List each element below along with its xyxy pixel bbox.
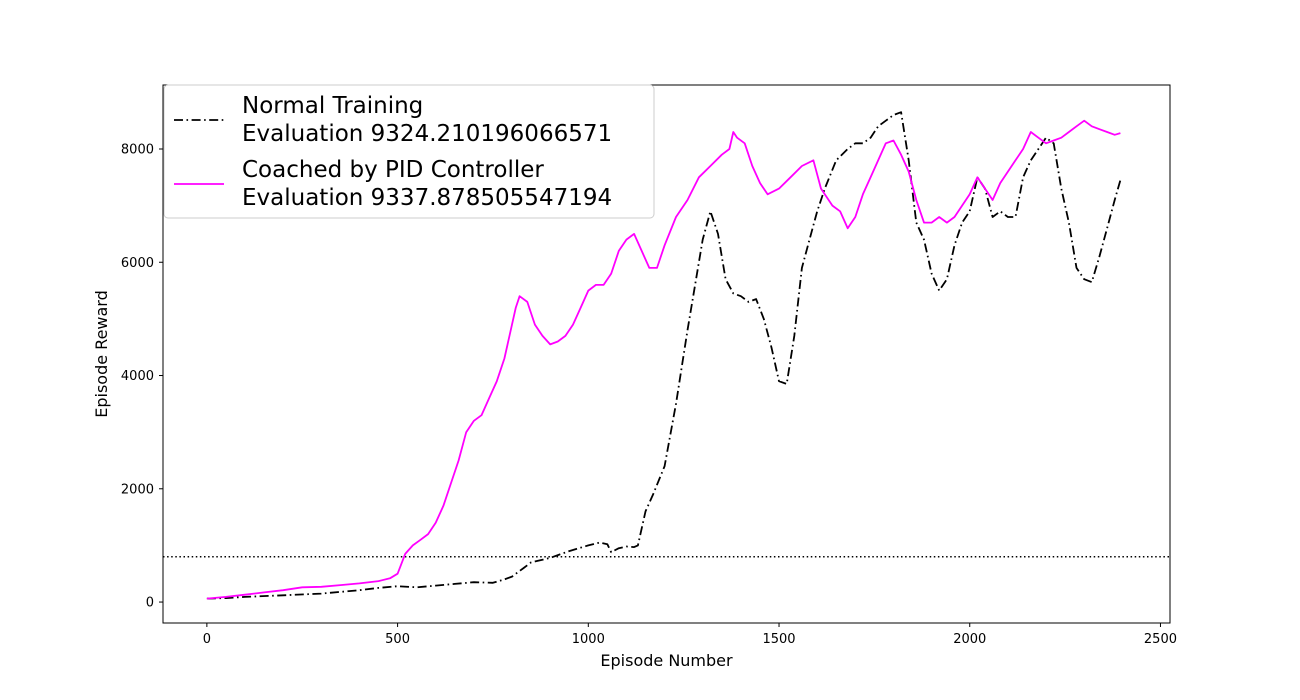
y-tick-label: 4000	[121, 369, 154, 384]
x-tick-label: 500	[385, 632, 410, 647]
x-tick-label: 2500	[1144, 632, 1177, 647]
series-line-2	[206, 119, 1121, 600]
y-tick-label: 2000	[121, 482, 154, 497]
legend: Normal Training Evaluation 9324.210196066…	[163, 84, 655, 219]
x-tick-label: 2000	[953, 632, 986, 647]
x-tick-label: 1000	[572, 632, 605, 647]
x-axis: 0 500 1000 1500 2000 2500	[203, 623, 1177, 647]
series-line-1	[206, 111, 1122, 600]
series-layer	[163, 111, 1170, 600]
x-tick-label: 0	[203, 632, 211, 647]
y-tick-label: 0	[146, 596, 154, 611]
x-tick-label: 1500	[762, 632, 795, 647]
legend-box	[163, 84, 655, 219]
x-axis-label: Episode Number	[600, 651, 733, 670]
y-axis: 0 2000 4000 6000 8000	[121, 142, 163, 611]
y-tick-label: 6000	[121, 256, 154, 271]
legend-label-2: Coached by PID Controller Evaluation 9337…	[242, 157, 612, 211]
y-axis-label: Episode Reward	[92, 290, 111, 418]
legend-label-1: Normal Training Evaluation 9324.210196066…	[242, 93, 612, 147]
plot-frame	[162, 84, 1171, 624]
y-tick-label: 8000	[121, 142, 154, 157]
